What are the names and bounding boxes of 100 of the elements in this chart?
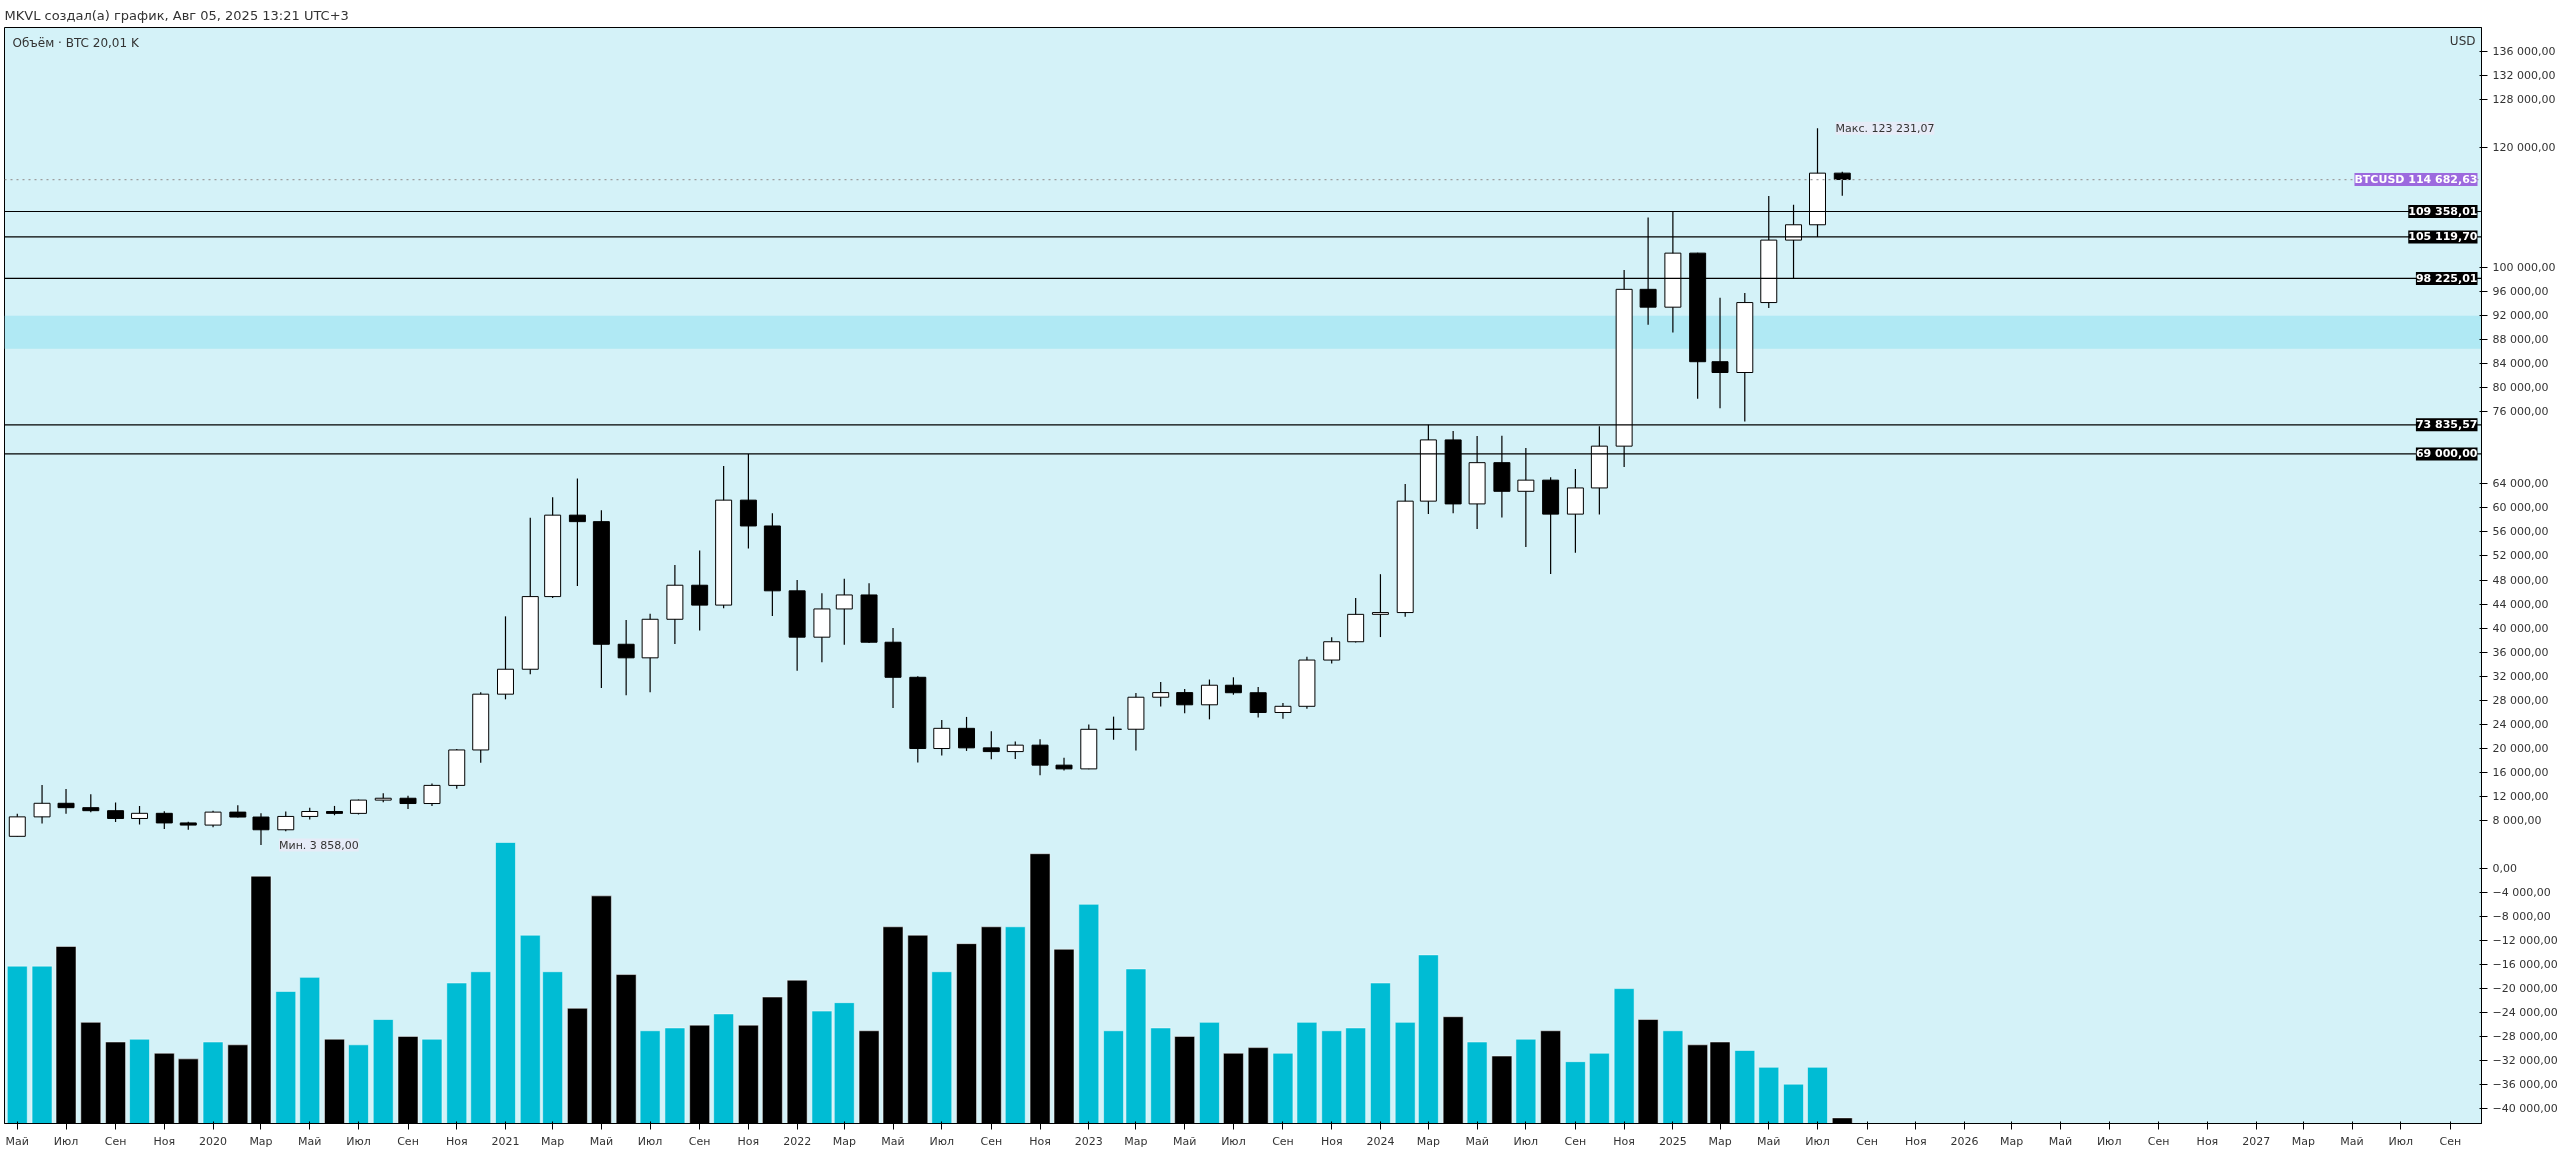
y-axis-title: USD xyxy=(2449,33,2476,48)
x-tick-label: Мар xyxy=(541,1134,565,1148)
y-tick-label: 128 000,00 xyxy=(2492,93,2556,107)
y-tick-label: 44 000,00 xyxy=(2492,597,2549,611)
x-tick-label: Сен xyxy=(2439,1134,2462,1148)
x-tick-label: Май xyxy=(1465,1134,1489,1148)
x-tick-label: Ноя xyxy=(737,1134,760,1148)
bar xyxy=(931,971,952,1124)
x-tick-label: Мар xyxy=(2000,1134,2024,1148)
y-tick-label: 36 000,00 xyxy=(2492,645,2549,659)
y-tick-label: 88 000,00 xyxy=(2492,333,2549,347)
candlestick xyxy=(82,793,100,813)
y-tick-label: −20 000,00 xyxy=(2492,981,2558,995)
bar xyxy=(421,1038,443,1124)
x-tick-label: Июл xyxy=(1805,1134,1830,1148)
bar xyxy=(713,1013,734,1124)
y-tick-label: 120 000,00 xyxy=(2492,141,2556,155)
y-tick-label: 32 000,00 xyxy=(2492,669,2549,683)
x-tick-label: Сен xyxy=(2147,1134,2170,1148)
bar xyxy=(1370,982,1391,1124)
y-tick-label: −40 000,00 xyxy=(2492,1101,2558,1115)
bar xyxy=(639,1030,661,1124)
x-tick-label: Сен xyxy=(1272,1134,1294,1148)
ref-line-label: 69 000,00 xyxy=(2415,447,2478,461)
x-tick-label: Сен xyxy=(397,1134,419,1148)
candlestick xyxy=(1176,688,1194,714)
bar xyxy=(664,1027,686,1124)
y-tick-label: 8 000,00 xyxy=(2492,813,2542,827)
candlestick xyxy=(617,619,635,696)
y-tick-label: −8 000,00 xyxy=(2492,909,2551,923)
x-tick-label: Июл xyxy=(1221,1134,1246,1148)
candlestick xyxy=(1323,636,1341,665)
bar xyxy=(1321,1030,1342,1124)
bar xyxy=(446,982,467,1124)
y-tick-label: 48 000,00 xyxy=(2492,573,2549,587)
candlestick xyxy=(1055,757,1073,772)
x-tick-label: Июл xyxy=(2096,1134,2122,1148)
x-tick-label: Май xyxy=(5,1134,29,1148)
candlestick xyxy=(57,788,75,815)
candlestick xyxy=(1031,738,1049,776)
x-tick-label: Сен xyxy=(1564,1134,1587,1148)
bar xyxy=(1418,954,1439,1124)
bar xyxy=(1150,1027,1171,1124)
x-tick-label: Май xyxy=(1757,1134,1781,1148)
candlestick xyxy=(1371,573,1389,638)
x-tick-label: Ноя xyxy=(445,1134,468,1148)
x-tick-label: Май xyxy=(589,1134,614,1148)
chart-title: Объём · BTC 20,01 K xyxy=(12,35,140,50)
candlestick xyxy=(33,784,51,825)
y-tick-label: 16 000,00 xyxy=(2492,765,2549,779)
bar xyxy=(1807,1067,1828,1124)
y-tick-label: 56 000,00 xyxy=(2492,525,2549,539)
bar xyxy=(1296,1022,1318,1124)
bar xyxy=(1589,1052,1610,1124)
y-tick-label: −36 000,00 xyxy=(2492,1077,2558,1091)
x-tick-label: Мар xyxy=(2291,1134,2315,1148)
x-tick-label: 2025 xyxy=(1658,1134,1687,1148)
candlestick xyxy=(982,730,1000,760)
bar xyxy=(1758,1067,1779,1124)
y-tick-label: 136 000,00 xyxy=(2492,45,2556,59)
x-tick-label: Мар xyxy=(1124,1134,1148,1148)
ref-line-label: 73 835,57 xyxy=(2415,418,2478,432)
candlestick xyxy=(933,719,951,757)
candlestick xyxy=(423,782,441,807)
y-tick-label: 20 000,00 xyxy=(2492,741,2549,755)
x-tick-label: 2027 xyxy=(2242,1134,2271,1148)
y-tick-label: 100 000,00 xyxy=(2492,261,2556,275)
bar xyxy=(202,1041,224,1124)
x-tick-label: 2026 xyxy=(1950,1134,1979,1148)
bar xyxy=(31,965,53,1124)
candlestick xyxy=(1152,681,1170,708)
y-tick-label: −32 000,00 xyxy=(2492,1053,2558,1067)
candlestick xyxy=(1200,678,1218,720)
candlestick xyxy=(252,812,270,846)
x-tick-label: Июл xyxy=(929,1134,955,1148)
candlestick xyxy=(1274,702,1292,720)
bar xyxy=(348,1044,369,1124)
candlestick xyxy=(835,578,853,646)
x-tick-label: 2024 xyxy=(1366,1134,1395,1148)
y-tick-label: 84 000,00 xyxy=(2492,357,2549,371)
y-tick-label: −24 000,00 xyxy=(2492,1005,2558,1019)
candlestick xyxy=(1833,171,1851,197)
bar xyxy=(1345,1027,1366,1124)
bar xyxy=(1272,1052,1294,1124)
x-tick-label: Май xyxy=(881,1134,905,1148)
x-tick-label: 2020 xyxy=(199,1134,228,1148)
x-tick-label: Мар xyxy=(249,1134,273,1148)
y-tick-label: 40 000,00 xyxy=(2492,621,2549,635)
candlestick xyxy=(958,716,976,752)
candlestick xyxy=(8,813,26,838)
bar xyxy=(1199,1022,1220,1124)
candlestick xyxy=(277,810,295,832)
x-tick-label: Сен xyxy=(104,1134,127,1148)
bar xyxy=(129,1038,150,1124)
x-tick-label: 2023 xyxy=(1074,1134,1103,1148)
chart-title: MKVL создал(а) график, Авг 05, 2025 13:21 UTC+3 xyxy=(4,7,349,23)
bar xyxy=(1466,1041,1488,1124)
candlestick xyxy=(131,805,149,826)
bar xyxy=(1734,1050,1756,1124)
x-tick-label: Сен xyxy=(688,1134,711,1148)
